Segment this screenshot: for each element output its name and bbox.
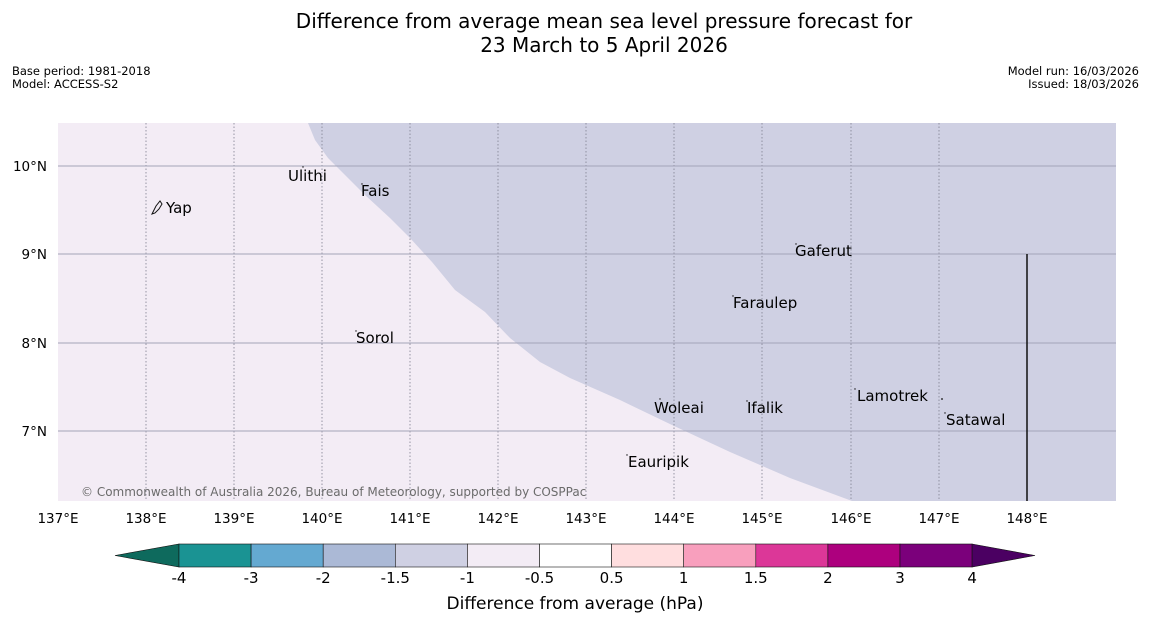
island-dot — [795, 243, 797, 245]
latitude-gridlines — [58, 165, 1116, 432]
colorbar-tick-label: -2 — [316, 569, 331, 587]
place-label: Fais — [361, 182, 390, 200]
place-labels: Yap Ulithi Fais Gaferut Faraulep Sorol W… — [165, 167, 1005, 471]
colorbar-extend-high — [971, 543, 1036, 568]
colorbar-tick-label: 0.5 — [600, 569, 624, 587]
latitude-labels: 10°N 9°N 8°N 7°N — [13, 159, 47, 440]
longitude-labels: 137°E 138°E 139°E 140°E 141°E 142°E 143°… — [37, 511, 1047, 527]
colorbar-segment — [827, 543, 901, 568]
colorbar-tick-label: -1 — [460, 569, 475, 587]
island-dot — [746, 400, 748, 402]
title-line-1: Difference from average mean sea level p… — [295, 9, 913, 33]
island-dot — [732, 295, 734, 297]
anomaly-region-low — [308, 123, 1116, 501]
lon-label: 142°E — [477, 511, 518, 527]
colorbar-segment — [899, 543, 973, 568]
metadata-left: Base period: 1981-2018 Model: ACCESS-S2 — [12, 65, 151, 91]
place-label: Ulithi — [288, 167, 327, 185]
colorbar — [114, 543, 1036, 568]
place-label: Ifalik — [747, 399, 783, 417]
colorbar-tick-label: 4 — [967, 569, 977, 587]
place-label: Eauripik — [628, 453, 689, 471]
colorbar-segment — [322, 543, 396, 568]
colorbar-segment — [683, 543, 757, 568]
island-dot — [659, 398, 661, 400]
colorbar-tick-label: -4 — [172, 569, 187, 587]
lon-label: 147°E — [918, 511, 959, 527]
place-label: Yap — [165, 199, 192, 217]
metadata-right: Model run: 16/03/2026 Issued: 18/03/2026 — [1008, 65, 1139, 91]
base-period-text: Base period: 1981-2018 — [12, 64, 151, 78]
island-dot — [361, 183, 363, 185]
place-label: Gaferut — [795, 242, 852, 260]
island-dot — [854, 388, 856, 390]
issued-text: Issued: 18/03/2026 — [1028, 77, 1139, 91]
island-dot — [941, 398, 943, 400]
lon-label: 146°E — [830, 511, 871, 527]
lon-label: 137°E — [37, 511, 78, 527]
lon-label: 140°E — [301, 511, 342, 527]
copyright-text: © Commonwealth of Australia 2026, Bureau… — [81, 485, 586, 499]
lon-label: 141°E — [389, 511, 430, 527]
lat-label: 8°N — [22, 336, 47, 352]
colorbar-tick-label: -3 — [244, 569, 259, 587]
colorbar-tick-label: 2 — [823, 569, 833, 587]
lon-label: 144°E — [653, 511, 694, 527]
lon-label: 145°E — [741, 511, 782, 527]
place-label: Sorol — [356, 329, 394, 347]
colorbar-tick-label: -1.5 — [381, 569, 410, 587]
chart-title: Difference from average mean sea level p… — [0, 9, 1150, 57]
lat-label: 7°N — [22, 424, 47, 440]
colorbar-tick-labels: -4 -3 -2 -1.5 -1 -0.5 0.5 1 1.5 2 3 4 — [172, 569, 977, 587]
lat-label: 9°N — [22, 247, 47, 263]
island-dot — [302, 166, 304, 168]
island-dot — [944, 412, 946, 414]
island-dot — [626, 454, 628, 456]
colorbar-segment — [539, 543, 612, 568]
lon-label: 139°E — [213, 511, 254, 527]
colorbar-segment — [611, 543, 684, 568]
place-label: Lamotrek — [857, 387, 928, 405]
model-run-text: Model run: 16/03/2026 — [1007, 64, 1139, 78]
colorbar-segment — [755, 543, 829, 568]
lon-label: 143°E — [565, 511, 606, 527]
colorbar-tick-label: 1.5 — [744, 569, 768, 587]
place-label: Satawal — [946, 411, 1005, 429]
lon-label: 148°E — [1006, 511, 1047, 527]
yap-island-shape — [151, 200, 163, 215]
model-text: Model: ACCESS-S2 — [12, 77, 119, 91]
colorbar-extend-low — [114, 543, 180, 568]
title-line-2: 23 March to 5 April 2026 — [480, 33, 728, 57]
longitude-gridlines — [145, 123, 940, 501]
colorbar-tick-label: 1 — [679, 569, 689, 587]
island-dots — [302, 166, 946, 456]
colorbar-segment — [250, 543, 324, 568]
colorbar-segment — [467, 543, 540, 568]
lon-label: 138°E — [125, 511, 166, 527]
colorbar-segment — [178, 543, 252, 568]
island-dot — [355, 330, 357, 332]
colorbar-tick-label: -0.5 — [525, 569, 554, 587]
colorbar-title: Difference from average (hPa) — [446, 594, 704, 614]
colorbar-tick-label: 3 — [895, 569, 905, 587]
lat-label: 10°N — [13, 159, 47, 175]
place-label: Woleai — [654, 399, 704, 417]
colorbar-segment — [394, 543, 468, 568]
place-label: Faraulep — [733, 294, 797, 312]
